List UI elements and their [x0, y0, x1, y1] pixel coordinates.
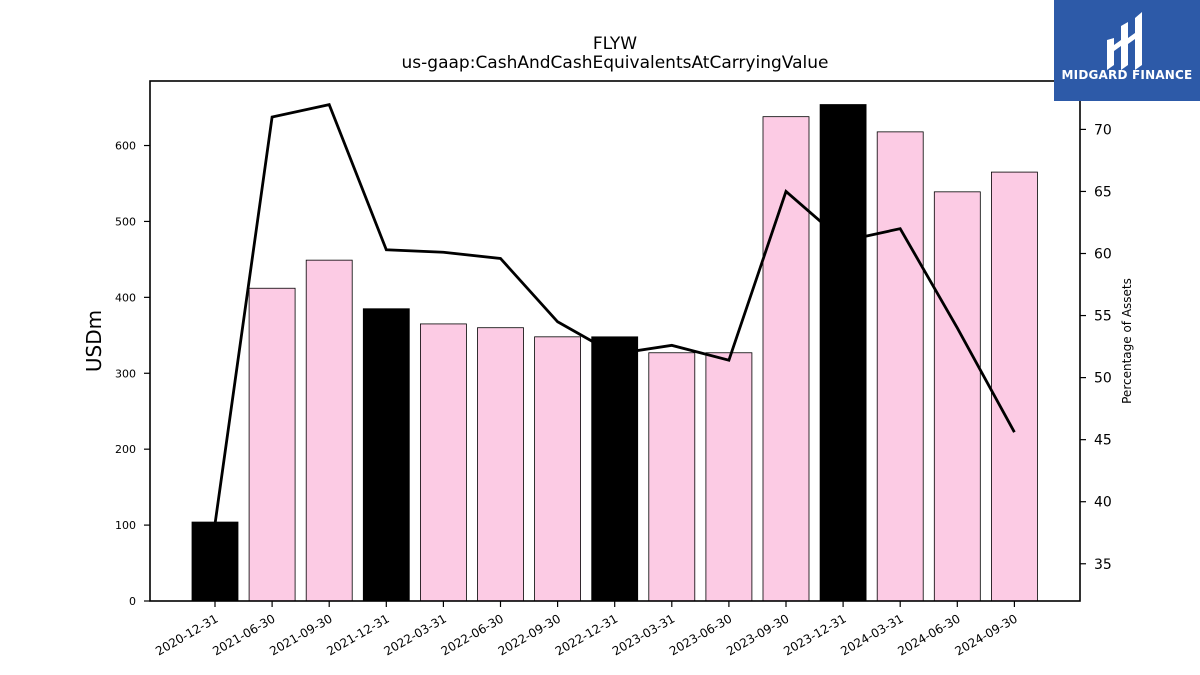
chart-title: FLYW: [593, 34, 637, 54]
bar-2024-09-30: [991, 171, 1038, 602]
y2-tick-label: 50: [1094, 371, 1112, 387]
bar-2024-06-30: [933, 191, 981, 602]
line-layer: [213, 102, 1016, 525]
x-tick-label: 2021-12-31: [324, 611, 391, 658]
midgard-finance-logo: MIDGARD FINANCE: [1054, 0, 1200, 101]
y2-tick-label: 70: [1094, 122, 1112, 138]
y2-tick-label: 35: [1094, 557, 1112, 573]
chart-subtitle: us-gaap:CashAndCashEquivalentsAtCarrying…: [402, 53, 829, 73]
y2-tick-label: 60: [1094, 247, 1112, 263]
bar-2023-09-30: [762, 116, 810, 602]
y2-axis-label: Percentage of Assets: [1120, 278, 1134, 404]
percentage-of-assets-line: [213, 102, 1016, 525]
bar-2021-09-30: [305, 259, 353, 602]
x-tick-label: 2023-09-30: [724, 611, 791, 658]
bar-2021-06-30: [248, 287, 296, 602]
y-axis-label: USDm: [82, 310, 106, 372]
y2-tick-label: 55: [1094, 309, 1112, 325]
bar-2022-03-31: [419, 323, 467, 602]
y-tick-label: 200: [115, 443, 136, 456]
x-tick-label: 2024-06-30: [895, 611, 962, 658]
x-tick-label: 2023-03-31: [610, 611, 677, 658]
x-tick-label: 2023-12-31: [781, 611, 848, 658]
bar-2022-12-31: [591, 336, 639, 602]
x-tick-label: 2022-09-30: [496, 611, 563, 658]
bar-2021-12-31: [362, 308, 410, 602]
x-tick-label: 2021-06-30: [210, 611, 277, 658]
y2-tick-label: 40: [1094, 495, 1112, 511]
x-tick-label: 2022-03-31: [381, 611, 448, 658]
bar-2020-12-31: [191, 521, 239, 602]
x-tick-label: 2022-12-31: [553, 611, 620, 658]
x-tick-label: 2023-06-30: [667, 611, 734, 658]
y-tick-label: 600: [115, 140, 136, 153]
bar-2023-03-31: [648, 352, 696, 602]
y2-tick-label: 65: [1094, 184, 1112, 200]
x-tick-label: 2022-06-30: [439, 611, 506, 658]
logo-mark-icon: [1107, 12, 1142, 70]
x-tick-label: 2020-12-31: [153, 611, 220, 658]
x-tick-label: 2024-03-31: [838, 611, 905, 658]
bar-2024-03-31: [876, 131, 924, 602]
y-tick-label: 500: [115, 215, 136, 228]
bar-2022-06-30: [477, 327, 524, 602]
x-tick-label: 2024-09-30: [952, 611, 1019, 658]
y-tick-label: 0: [129, 595, 136, 608]
y-tick-label: 300: [115, 367, 136, 380]
bar-2023-12-31: [819, 104, 867, 602]
bars-layer: [191, 104, 1038, 602]
bar-2023-06-30: [705, 352, 753, 602]
y-tick-label: 400: [115, 291, 136, 304]
y-tick-label: 100: [115, 519, 136, 532]
logo-text: MIDGARD FINANCE: [1061, 68, 1193, 82]
bar-2022-09-30: [534, 336, 581, 602]
x-tick-label: 2021-09-30: [267, 611, 334, 658]
y2-tick-label: 45: [1094, 433, 1112, 449]
